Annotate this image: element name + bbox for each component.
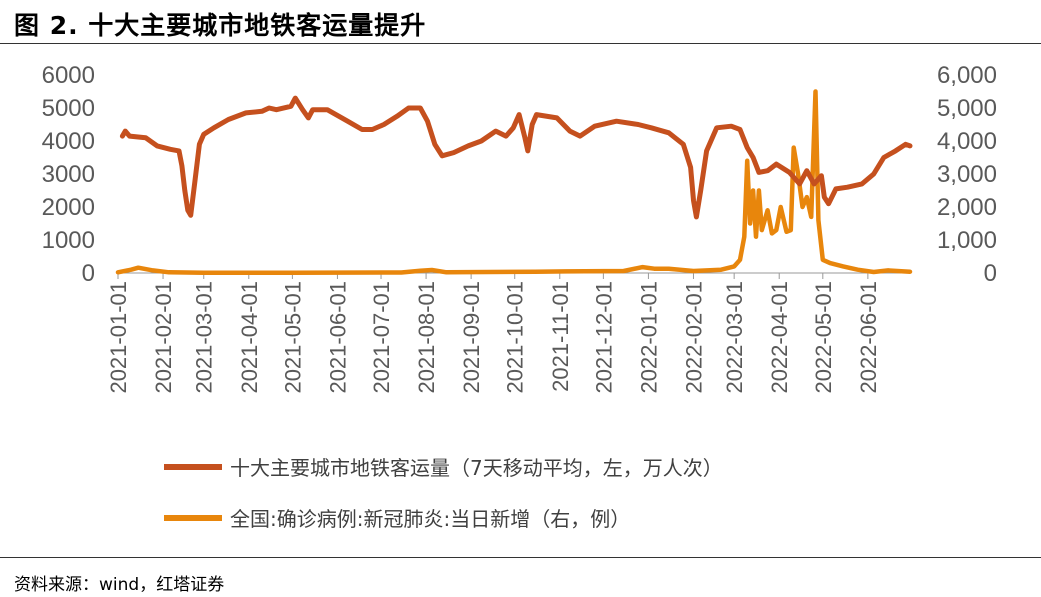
x-tick-label: 2022-04-01 — [767, 281, 792, 394]
legend-label-subway: 十大主要城市地铁客运量（7天移动平均，左，万人次） — [230, 456, 723, 480]
left-tick-label: 0 — [82, 260, 95, 287]
title-rule — [0, 43, 1041, 44]
x-tick-label: 2022-02-01 — [681, 281, 706, 394]
left-tick-label: 5000 — [42, 95, 95, 122]
legend-label-covid: 全国:确诊病例:新冠肺炎:当日新增（右，例） — [230, 507, 630, 531]
left-tick-label: 4000 — [42, 128, 95, 155]
right-axis-ticks: 6,000 5,000 4,000 3,000 2,000 1,000 0 — [937, 62, 997, 287]
source-rule — [0, 557, 1041, 558]
series-layer — [115, 89, 913, 275]
x-tick-label: 2021-12-01 — [591, 281, 616, 394]
x-tick-label: 2021-11-01 — [548, 281, 573, 392]
x-tick-label: 2021-09-01 — [459, 281, 484, 394]
left-tick-label: 6000 — [42, 62, 95, 89]
x-tick-label: 2021-10-01 — [503, 281, 528, 394]
right-tick-label: 6,000 — [937, 62, 997, 89]
x-tick-label: 2021-06-01 — [325, 281, 350, 394]
left-axis-ticks: 6000 5000 4000 3000 2000 1000 0 — [42, 62, 95, 287]
x-tick-label: 2021-05-01 — [280, 281, 305, 394]
x-tick-label: 2021-07-01 — [369, 281, 394, 394]
right-tick-label: 0 — [984, 260, 997, 287]
left-tick-label: 1000 — [42, 227, 95, 254]
x-tick-label: 2022-03-01 — [722, 281, 747, 394]
x-tick-label: 2022-06-01 — [856, 281, 881, 394]
right-tick-label: 1,000 — [937, 227, 997, 254]
x-tick-label: 2021-01-01 — [106, 281, 131, 394]
left-tick-label: 2000 — [42, 194, 95, 221]
right-tick-label: 5,000 — [937, 95, 997, 122]
right-tick-label: 3,000 — [937, 161, 997, 188]
left-tick-label: 3000 — [42, 161, 95, 188]
x-tick-label: 2022-01-01 — [636, 281, 661, 394]
x-tick-label: 2021-08-01 — [414, 281, 439, 394]
x-tick-label: 2021-04-01 — [237, 281, 262, 394]
x-axis-ticks: 2021-01-01 2021-02-01 2021-03-01 2021-04-01… — [106, 273, 881, 394]
right-tick-label: 2,000 — [937, 194, 997, 221]
chart-title: 图 2. 十大主要城市地铁客运量提升 — [14, 11, 427, 40]
x-tick-label: 2021-03-01 — [192, 281, 217, 394]
legend: 十大主要城市地铁客运量（7天移动平均，左，万人次） 全国:确诊病例:新冠肺炎:当… — [164, 456, 723, 531]
series-line-subway-ridership — [119, 95, 913, 220]
series-line-covid-cases — [115, 89, 913, 275]
x-tick-label: 2021-02-01 — [151, 281, 176, 394]
source-note: 资料来源：wind，红塔证券 — [14, 575, 225, 595]
x-tick-label: 2022-05-01 — [811, 281, 836, 394]
right-tick-label: 4,000 — [937, 128, 997, 155]
